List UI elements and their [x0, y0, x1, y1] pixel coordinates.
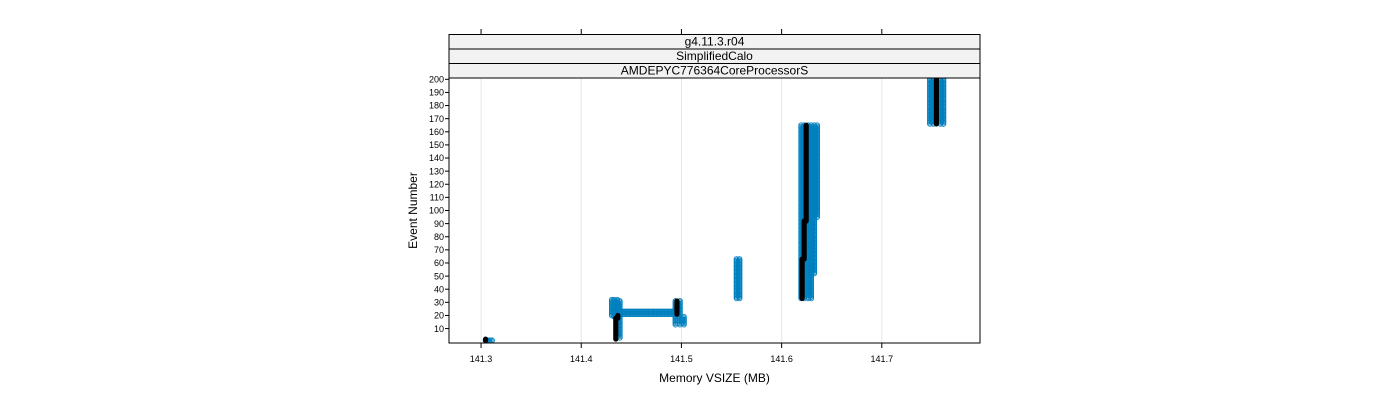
x-tick-label: 141.7 — [871, 354, 894, 364]
y-tick-label: 40 — [434, 284, 444, 294]
y-tick-label: 190 — [429, 88, 444, 98]
y-tick-label: 180 — [429, 101, 444, 111]
panel-frame — [448, 77, 981, 344]
y-tick-label: 170 — [429, 114, 444, 124]
y-tick-label: 70 — [434, 245, 444, 255]
data-point — [933, 78, 940, 82]
y-tick-label: 120 — [429, 179, 444, 189]
data-point — [616, 298, 623, 304]
data-point — [681, 313, 687, 320]
y-tick-label: 50 — [434, 271, 444, 281]
y-tick-label: 110 — [430, 193, 444, 203]
y-tick-label: 20 — [434, 311, 444, 321]
x-tick-label: 141.4 — [570, 354, 593, 364]
y-tick-label: 100 — [429, 206, 444, 216]
y-tick-label: 60 — [434, 258, 444, 268]
data-point — [482, 336, 489, 342]
data-point — [736, 256, 743, 262]
y-tick-label: 200 — [429, 75, 444, 85]
data-point — [927, 78, 933, 83]
y-axis-label: Event Number — [406, 172, 420, 249]
y-tick-label: 150 — [429, 140, 444, 150]
x-axis: 141.3 141.4 141.5 141.6 141.7 — [470, 29, 893, 364]
x-tick-label: 141.6 — [770, 354, 793, 364]
strip-label: SimplifiedCalo — [676, 49, 753, 63]
x-tick-label: 141.5 — [670, 354, 693, 364]
data-point — [615, 312, 621, 319]
y-tick-label: 80 — [434, 232, 444, 242]
series-blue — [482, 78, 947, 343]
strip-label: AMDEPYC776364CoreProcessorS — [621, 64, 808, 78]
data-point — [814, 122, 821, 129]
data-point — [803, 122, 809, 128]
y-tick-label: 140 — [429, 153, 444, 163]
y-tick-label: 90 — [434, 219, 444, 229]
x-tick-label: 141.3 — [470, 354, 493, 364]
x-axis-label: Memory VSIZE (MB) — [659, 371, 770, 385]
data-marks — [482, 78, 947, 343]
y-axis: 10 20 30 40 50 60 70 80 90 100 110 120 130 140 150 160 1… — [429, 75, 449, 334]
y-tick-label: 10 — [434, 324, 444, 334]
y-tick-label: 130 — [429, 166, 444, 176]
series-black — [482, 78, 940, 343]
data-point — [674, 298, 680, 304]
strip-labels: g4.11.3.r04SimplifiedCaloAMDEPYC776364Co… — [448, 34, 981, 79]
strip-label: g4.11.3.r04 — [685, 35, 745, 49]
data-point — [940, 78, 947, 83]
y-tick-label: 30 — [434, 298, 444, 308]
y-tick-label: 160 — [429, 127, 444, 137]
